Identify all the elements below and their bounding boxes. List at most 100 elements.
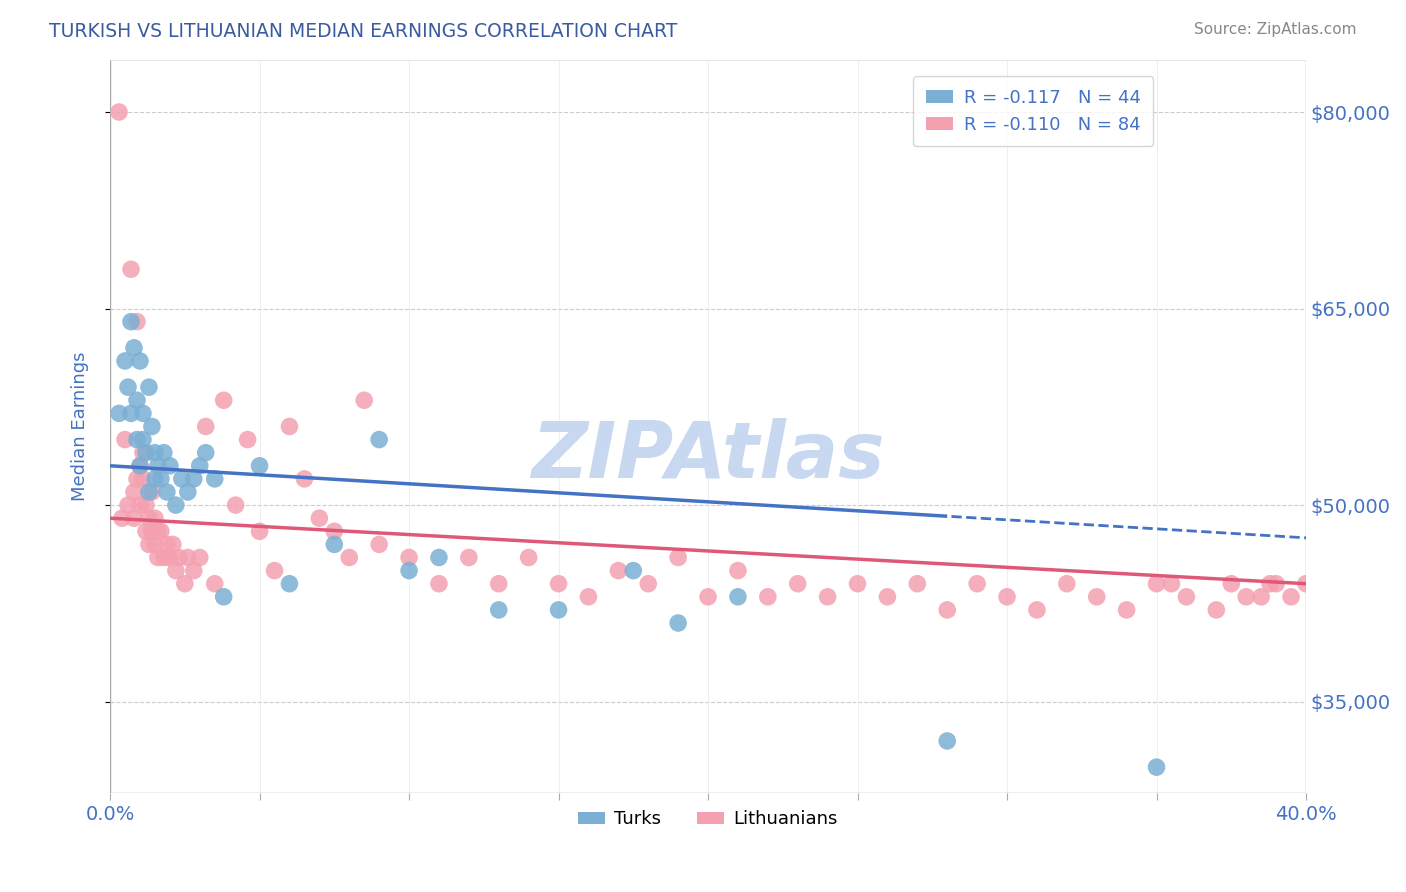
Point	[111, 511, 134, 525]
Point	[188, 458, 211, 473]
Point	[727, 564, 749, 578]
Point	[143, 445, 166, 459]
Point	[156, 485, 179, 500]
Point	[122, 511, 145, 525]
Point	[183, 564, 205, 578]
Point	[162, 537, 184, 551]
Point	[578, 590, 600, 604]
Point	[1220, 576, 1243, 591]
Point	[398, 550, 420, 565]
Point	[125, 472, 148, 486]
Point	[517, 550, 540, 565]
Point	[308, 511, 330, 525]
Point	[143, 537, 166, 551]
Point	[132, 445, 155, 459]
Point	[278, 419, 301, 434]
Point	[1146, 760, 1168, 774]
Point	[353, 393, 375, 408]
Point	[146, 550, 169, 565]
Point	[204, 472, 226, 486]
Point	[905, 576, 928, 591]
Point	[129, 354, 152, 368]
Point	[637, 576, 659, 591]
Point	[129, 458, 152, 473]
Point	[194, 419, 217, 434]
Point	[1160, 576, 1182, 591]
Point	[165, 564, 187, 578]
Point	[153, 550, 176, 565]
Point	[135, 445, 157, 459]
Point	[108, 406, 131, 420]
Point	[129, 458, 152, 473]
Point	[143, 511, 166, 525]
Point	[117, 380, 139, 394]
Point	[547, 576, 569, 591]
Legend: Turks, Lithuanians: Turks, Lithuanians	[571, 803, 845, 836]
Point	[135, 524, 157, 539]
Point	[138, 380, 160, 394]
Point	[756, 590, 779, 604]
Point	[368, 537, 391, 551]
Point	[936, 734, 959, 748]
Point	[146, 524, 169, 539]
Point	[114, 354, 136, 368]
Point	[183, 472, 205, 486]
Point	[1115, 603, 1137, 617]
Point	[278, 576, 301, 591]
Point	[204, 576, 226, 591]
Point	[156, 537, 179, 551]
Point	[129, 498, 152, 512]
Point	[621, 564, 644, 578]
Point	[194, 445, 217, 459]
Point	[125, 393, 148, 408]
Point	[846, 576, 869, 591]
Point	[1056, 576, 1078, 591]
Point	[159, 550, 181, 565]
Point	[488, 576, 510, 591]
Point	[1146, 576, 1168, 591]
Point	[727, 590, 749, 604]
Point	[170, 472, 193, 486]
Point	[666, 615, 689, 630]
Point	[225, 498, 247, 512]
Point	[398, 564, 420, 578]
Point	[120, 315, 142, 329]
Point	[1279, 590, 1302, 604]
Point	[666, 550, 689, 565]
Point	[1234, 590, 1257, 604]
Point	[125, 315, 148, 329]
Point	[697, 590, 720, 604]
Point	[457, 550, 479, 565]
Point	[607, 564, 630, 578]
Point	[817, 590, 839, 604]
Point	[212, 393, 235, 408]
Point	[368, 433, 391, 447]
Point	[132, 472, 155, 486]
Point	[108, 105, 131, 120]
Point	[177, 550, 200, 565]
Point	[120, 406, 142, 420]
Point	[146, 458, 169, 473]
Point	[1205, 603, 1227, 617]
Point	[995, 590, 1018, 604]
Point	[323, 524, 346, 539]
Point	[188, 550, 211, 565]
Point	[149, 472, 172, 486]
Point	[132, 433, 155, 447]
Point	[173, 576, 195, 591]
Point	[167, 550, 190, 565]
Point	[1175, 590, 1198, 604]
Text: TURKISH VS LITHUANIAN MEDIAN EARNINGS CORRELATION CHART: TURKISH VS LITHUANIAN MEDIAN EARNINGS CO…	[49, 22, 678, 41]
Point	[1026, 603, 1049, 617]
Text: Source: ZipAtlas.com: Source: ZipAtlas.com	[1194, 22, 1357, 37]
Point	[936, 603, 959, 617]
Point	[212, 590, 235, 604]
Text: ZIPAtlas: ZIPAtlas	[531, 417, 884, 494]
Point	[236, 433, 259, 447]
Point	[141, 485, 163, 500]
Point	[138, 485, 160, 500]
Point	[1085, 590, 1108, 604]
Point	[294, 472, 316, 486]
Point	[427, 576, 450, 591]
Point	[122, 485, 145, 500]
